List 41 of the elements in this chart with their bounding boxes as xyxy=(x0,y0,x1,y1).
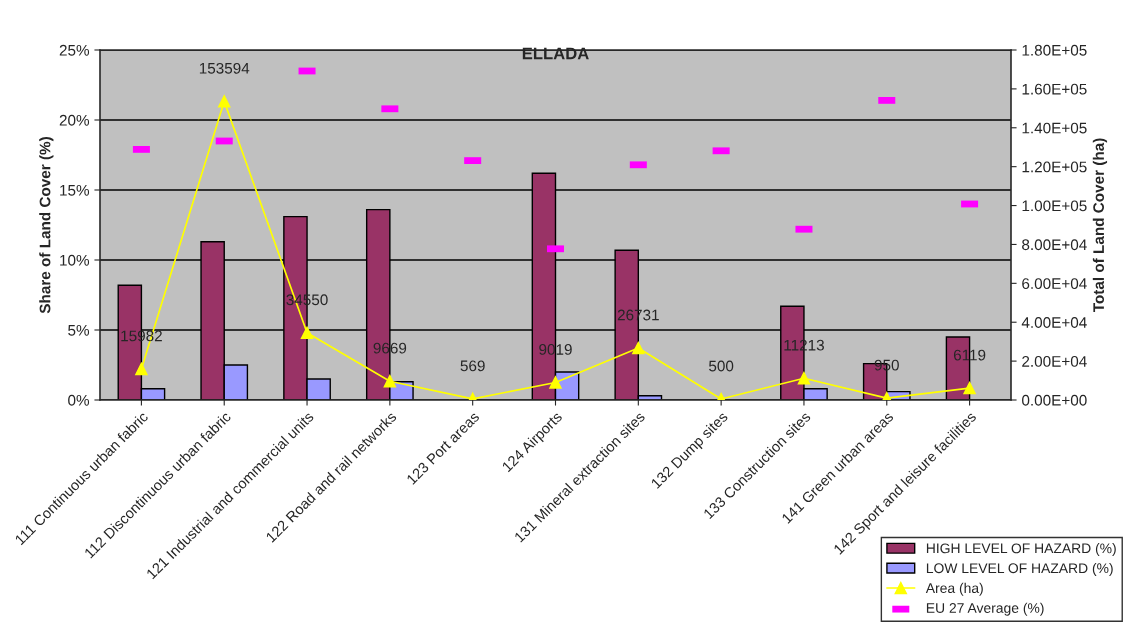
data-label: 569 xyxy=(460,360,485,372)
data-label: 153594 xyxy=(199,62,250,74)
point xyxy=(383,374,397,388)
data-label: 15982 xyxy=(121,330,162,342)
y2-tick-label: 1.80E+05 xyxy=(1022,44,1087,56)
point xyxy=(135,362,148,376)
y2-axis-title: Total of Land Cover (ha) xyxy=(1092,138,1108,313)
legend-label: Area (ha) xyxy=(925,582,983,596)
point xyxy=(300,326,314,340)
legend-label: EU 27 Average (%) xyxy=(926,602,1044,616)
data-label: 34550 xyxy=(286,294,328,306)
data-label: 9019 xyxy=(539,344,572,355)
data-label: 11213 xyxy=(784,339,824,351)
y2-tick-label: 8.00E+04 xyxy=(1022,239,1087,251)
y-tick-label: 15% xyxy=(60,184,90,196)
point xyxy=(549,376,562,389)
y2-tick-label: 1.00E+05 xyxy=(1022,200,1087,212)
y2-tick-label: 2.00E+04 xyxy=(1022,355,1087,367)
y2-tick-label: 6.00E+04 xyxy=(1022,278,1087,290)
point xyxy=(217,95,231,108)
y2-tick-label: 1.60E+05 xyxy=(1022,83,1087,95)
y-tick-label: 0% xyxy=(68,394,90,406)
point xyxy=(797,371,811,385)
legend-label: HIGH LEVEL OF HAZARD (%) xyxy=(926,543,1116,556)
data-label: 950 xyxy=(874,359,899,371)
data-label: 26731 xyxy=(617,309,659,321)
y-tick-label: 25% xyxy=(59,44,90,56)
y-tick-label: 5% xyxy=(68,324,90,336)
y2-tick-label: 4.00E+04 xyxy=(1021,317,1087,328)
point xyxy=(963,381,976,395)
data-label: 9669 xyxy=(373,342,407,354)
data-label: 6119 xyxy=(953,349,986,361)
y2-tick-label: 0.00E+00 xyxy=(1022,394,1087,406)
y-tick-label: 20% xyxy=(59,114,90,126)
y-axis-title: Share of Land Cover (%) xyxy=(39,137,54,314)
y2-tick-label: 1.40E+05 xyxy=(1022,122,1087,134)
y2-tick-label: 1.20E+05 xyxy=(1022,161,1087,173)
legend-label: LOW LEVEL OF HAZARD (%) xyxy=(926,562,1113,576)
point xyxy=(632,341,645,355)
data-label: 500 xyxy=(709,360,734,372)
y-tick-label: 10% xyxy=(60,254,90,266)
